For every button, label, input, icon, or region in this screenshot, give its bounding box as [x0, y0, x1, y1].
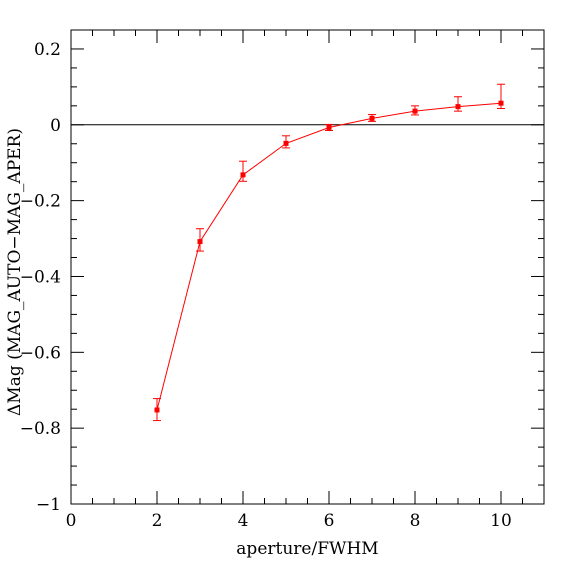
- x-tick-label: 0: [66, 511, 77, 531]
- data-point: [240, 172, 246, 178]
- x-axis-label: aperture/FWHM: [236, 539, 378, 559]
- data-point: [498, 100, 504, 106]
- data-point: [154, 407, 160, 413]
- y-tick-label: −0.2: [20, 192, 61, 212]
- x-tick-label: 6: [324, 511, 335, 531]
- data-point: [412, 108, 418, 114]
- y-tick-label: −0.4: [20, 267, 61, 287]
- axes-layer: 0 2 4 6 8 10 −1 −0.8 −0.6 −0.4 −0.2 0 0.2: [20, 29, 545, 531]
- y-tick-label: −0.8: [20, 419, 61, 439]
- x-tick-label: 8: [410, 511, 421, 531]
- series-layer: [153, 83, 505, 422]
- data-point: [326, 124, 332, 130]
- x-tick-label: 2: [152, 511, 163, 531]
- y-tick-label: −0.6: [20, 343, 61, 363]
- y-tick-label: 0: [50, 116, 61, 136]
- x-tick-label: 10: [490, 511, 512, 531]
- plot-frame: [70, 29, 545, 505]
- y-tick-label: 0.2: [34, 40, 61, 60]
- y-axis-label: ΔMag (MAG_AUTO−MAG_APER): [5, 128, 25, 416]
- y-tick-label: −1: [36, 495, 61, 515]
- x-tick-label: 4: [238, 511, 249, 531]
- data-point: [197, 239, 203, 245]
- data-point: [369, 115, 375, 121]
- data-point: [455, 104, 461, 110]
- data-point: [283, 140, 289, 146]
- series-line: [156, 102, 502, 411]
